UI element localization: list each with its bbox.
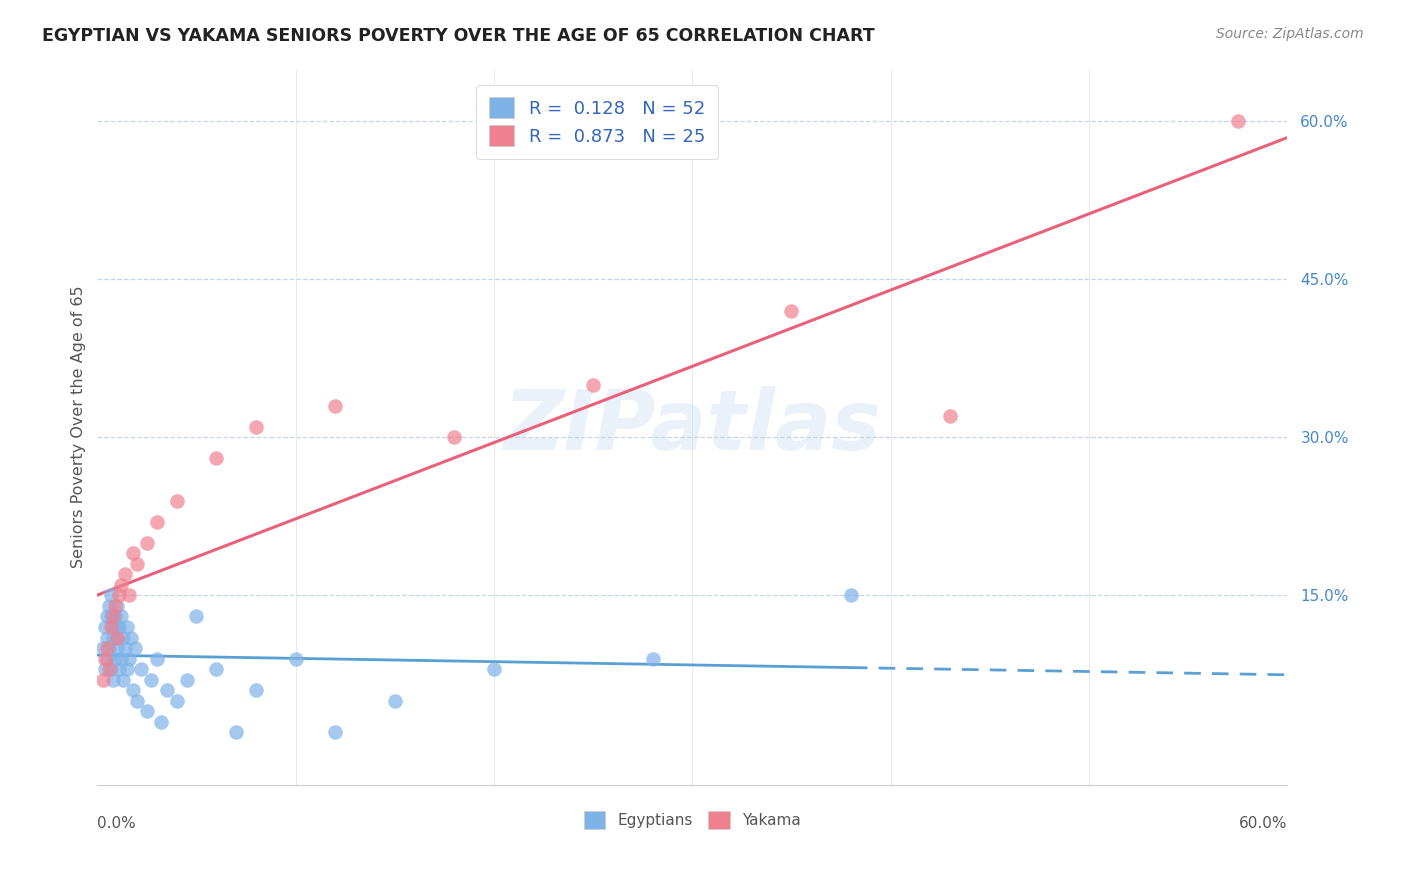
Point [103,620,125,634]
Point [100,589,122,603]
Point [120,631,142,645]
Legend: Egyptians, Yakama: Egyptians, Yakama [578,805,807,835]
Point [104,651,127,665]
Point [105,620,128,634]
Point [105,641,128,656]
Point [110,609,132,624]
Text: 60.0%: 60.0% [1239,816,1286,831]
Point [110,578,132,592]
Point [139,673,162,687]
Point [939,409,962,424]
Point [118,651,141,665]
Point [780,304,803,318]
Text: ZIPatlas: ZIPatlas [503,386,882,467]
Point [125,557,148,571]
Point [149,714,172,729]
Point [96,651,118,665]
Point [146,651,169,665]
Point [114,567,136,582]
Point [112,673,135,687]
Point [245,419,267,434]
Point [124,641,146,656]
Point [108,620,131,634]
Point [100,620,122,634]
Point [98,641,121,656]
Point [582,377,605,392]
Point [245,683,267,698]
Point [443,430,465,444]
Point [225,725,247,739]
Point [96,631,118,645]
Point [112,631,135,645]
Point [125,694,148,708]
Point [96,641,118,656]
Point [146,515,169,529]
Point [105,631,128,645]
Point [839,589,862,603]
Point [186,609,208,624]
Point [156,683,179,698]
Point [91,673,114,687]
Point [205,451,228,466]
Point [94,662,117,676]
Text: 0.0%: 0.0% [97,816,136,831]
Point [641,651,664,665]
Point [105,599,128,613]
Point [166,694,188,708]
Point [176,673,198,687]
Point [135,535,157,549]
Point [108,662,131,676]
Point [1226,114,1249,128]
Text: EGYPTIAN VS YAKAMA SENIORS POVERTY OVER THE AGE OF 65 CORRELATION CHART: EGYPTIAN VS YAKAMA SENIORS POVERTY OVER … [42,27,875,45]
Point [323,725,346,739]
Point [108,589,131,603]
Point [100,662,122,676]
Point [384,694,406,708]
Point [91,641,114,656]
Point [122,683,145,698]
Point [118,589,141,603]
Text: Source: ZipAtlas.com: Source: ZipAtlas.com [1216,27,1364,41]
Point [94,651,117,665]
Point [115,662,138,676]
Point [115,620,138,634]
Point [129,662,152,676]
Point [205,662,228,676]
Point [104,599,127,613]
Point [135,704,157,718]
Point [284,651,307,665]
Y-axis label: Seniors Poverty Over the Age of 65: Seniors Poverty Over the Age of 65 [72,285,86,568]
Point [103,631,125,645]
Point [94,620,117,634]
Point [104,609,127,624]
Point [323,399,346,413]
Point [96,609,118,624]
Point [122,546,145,560]
Point [103,609,125,624]
Point [100,609,122,624]
Point [114,641,136,656]
Point [110,651,132,665]
Point [98,599,121,613]
Point [103,673,125,687]
Point [105,631,128,645]
Point [166,493,188,508]
Point [98,662,121,676]
Point [482,662,505,676]
